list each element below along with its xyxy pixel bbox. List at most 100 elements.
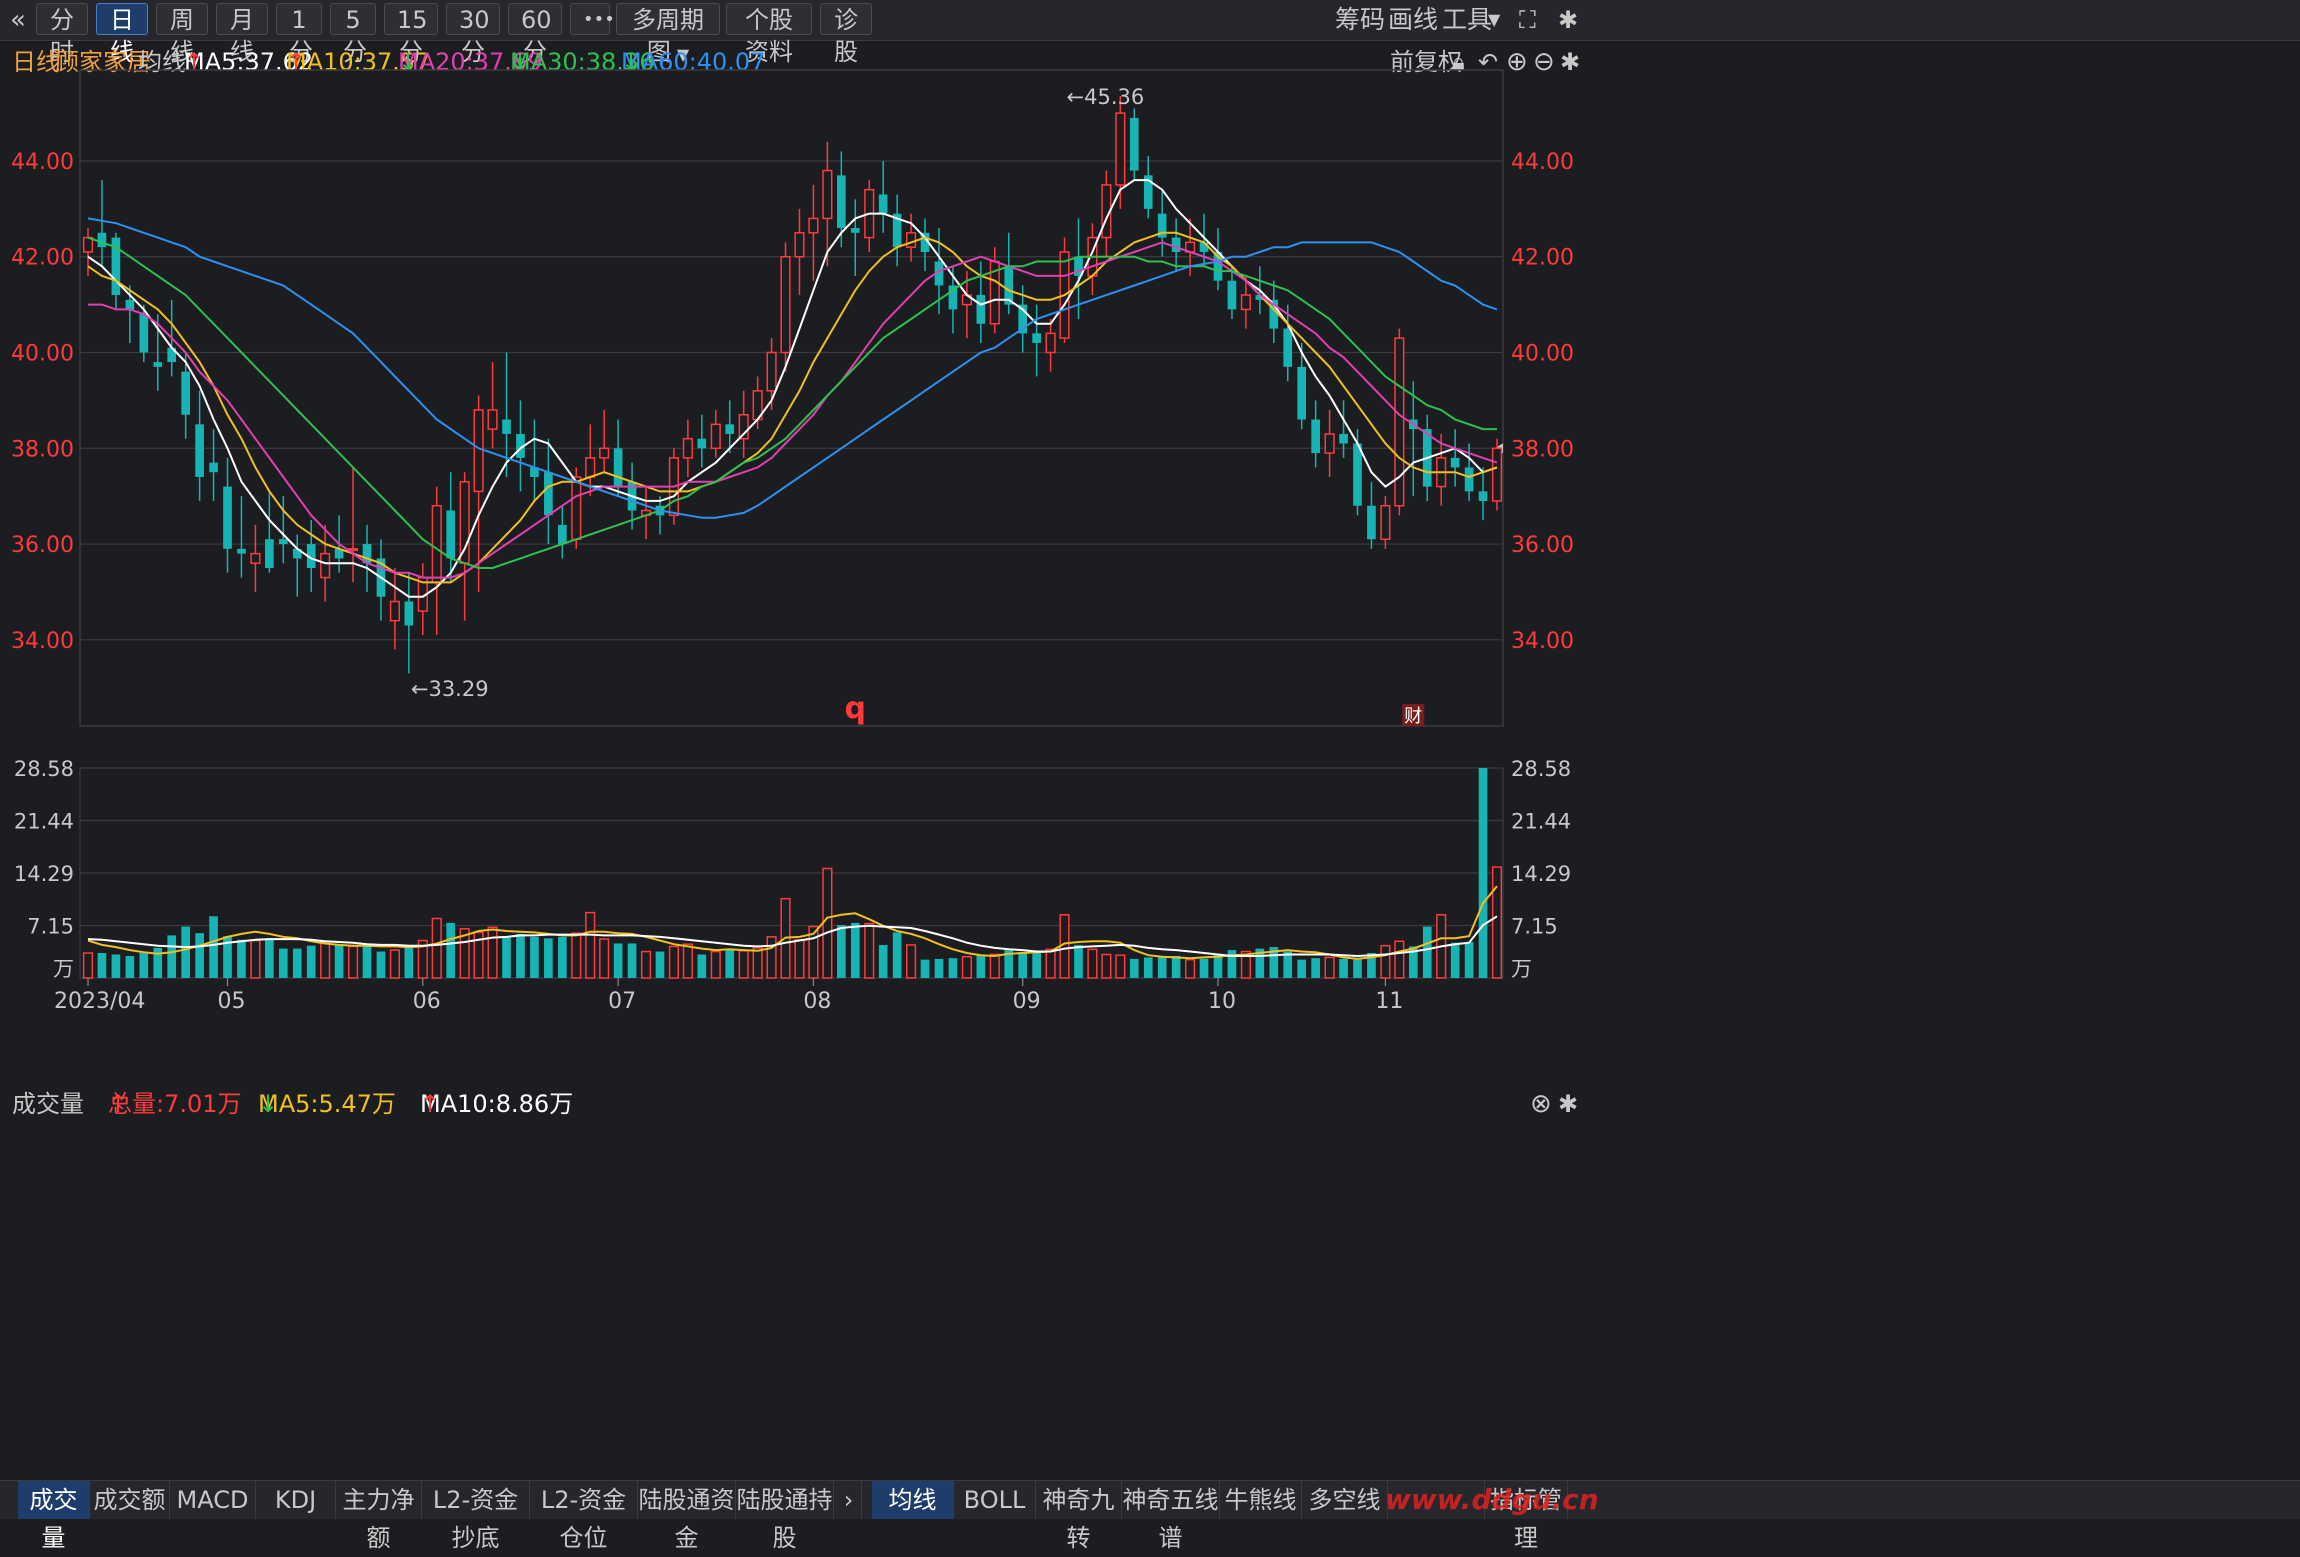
lock-icon[interactable]: 🔒︎: [1452, 48, 1465, 76]
candle-body-down: [167, 347, 177, 363]
chips-button[interactable]: 筹码: [1335, 5, 1386, 34]
period-tab-5min[interactable]: 5分: [330, 3, 376, 66]
period-tab-15min[interactable]: 15分: [384, 3, 438, 66]
volume-bar-up: [752, 947, 763, 979]
candle-body-up: [961, 294, 972, 306]
tab-ma[interactable]: 均线: [872, 1481, 954, 1519]
zoom-in-icon[interactable]: ⊕: [1506, 47, 1528, 77]
candle-body-down: [627, 481, 637, 511]
event-marker-q: q: [845, 691, 866, 726]
candle-body-down: [1367, 505, 1376, 540]
volume-bar-down: [209, 916, 218, 978]
volume-bar-down: [265, 938, 274, 978]
settings-icon[interactable]: ✱: [1558, 1090, 1579, 1118]
volume-bar-down: [1367, 953, 1376, 978]
volume-bar-up: [1394, 940, 1405, 979]
candle-body-down: [1353, 443, 1362, 506]
period-tab-intraday[interactable]: 分时: [36, 3, 88, 66]
tab-l2-bottom[interactable]: L2-资金抄底: [422, 1481, 530, 1552]
candle-body-down: [153, 362, 163, 367]
tab-turnover[interactable]: 成交额: [90, 1481, 170, 1519]
price-tick-label-left: 34.00: [11, 629, 74, 654]
tab-hk-holding[interactable]: 陆股通持股: [736, 1481, 834, 1552]
chevron-down-icon[interactable]: ▼: [1488, 10, 1501, 29]
volume-bar-down: [850, 922, 860, 978]
volume-bar-down: [544, 938, 553, 978]
chevron-right-icon[interactable]: ›: [836, 1481, 862, 1519]
candle-body-down: [1450, 457, 1460, 468]
volume-bar-up: [961, 955, 972, 979]
volume-bar-down: [878, 944, 888, 978]
volume-bar-up: [1115, 954, 1126, 979]
tab-l2-position[interactable]: L2-资金仓位: [530, 1481, 638, 1552]
candle-body-down: [195, 424, 204, 478]
volume-bar-down: [557, 936, 567, 978]
stock-info-button[interactable]: 个股资料: [726, 3, 812, 66]
volume-bar-up: [417, 939, 428, 979]
volume-bar-down: [111, 954, 121, 978]
tab-macd[interactable]: MACD: [170, 1481, 256, 1519]
volume-bar-down: [725, 949, 735, 978]
volume-bar-down: [502, 937, 511, 978]
more-periods-button[interactable]: •••: [570, 3, 615, 35]
candle-body-up: [640, 509, 652, 517]
fullscreen-icon[interactable]: ⛶: [1519, 6, 1536, 34]
volume-bar-up: [571, 932, 582, 979]
tab-hk-flow[interactable]: 陆股通资金: [638, 1481, 736, 1552]
period-tab-30min[interactable]: 30分: [446, 3, 500, 66]
candle-body-up: [738, 414, 749, 440]
draw-line-button[interactable]: 画线: [1388, 5, 1439, 34]
volume-bar-up: [459, 928, 470, 979]
volume-bar-down: [125, 955, 135, 978]
diagnose-button[interactable]: 诊股: [820, 3, 872, 66]
settings-icon[interactable]: ✱: [1558, 6, 1579, 34]
close-icon[interactable]: ⊗: [1530, 1089, 1552, 1119]
tools-button[interactable]: 工具: [1442, 5, 1493, 34]
candle-body-down: [237, 548, 246, 554]
candle-body-down: [223, 486, 232, 549]
period-tab-weekly[interactable]: 周线: [156, 3, 208, 66]
annotations: ←45.36 ←33.29 q 财: [411, 85, 1425, 727]
tab-boll[interactable]: BOLL: [954, 1481, 1036, 1519]
volume-label[interactable]: 成交量: [12, 1090, 84, 1118]
volume-bar-up: [389, 949, 400, 979]
price-volume-chart[interactable]: 34.00 36.00 38.00 40.00 42.00 44.00 34.00 36.0…: [0, 0, 2300, 1518]
tab-main-net[interactable]: 主力净额: [336, 1481, 422, 1552]
back-icon[interactable]: «: [10, 5, 26, 35]
tab-kdj[interactable]: KDJ: [256, 1481, 336, 1519]
candle-body-up: [459, 481, 470, 564]
volume-bar-up: [1101, 953, 1112, 979]
low-price-label: ←33.29: [411, 677, 489, 701]
settings-icon[interactable]: ✱: [1560, 48, 1581, 76]
period-tab-monthly[interactable]: 月线: [216, 3, 268, 66]
volume-bar-down: [195, 933, 204, 978]
candle-body-down: [878, 194, 888, 214]
tab-magic-five[interactable]: 神奇五线谱: [1122, 1481, 1220, 1552]
candle-body-up: [752, 390, 763, 421]
multi-period-dropdown[interactable]: 多周期图 ▼: [616, 3, 720, 66]
undo-icon[interactable]: ↶: [1478, 48, 1499, 76]
volume-tick-label-left: 21.44: [14, 809, 74, 833]
x-tick-label: 2023/04: [54, 989, 145, 1014]
candle-body-up: [780, 255, 791, 354]
tab-volume[interactable]: 成交量: [18, 1481, 90, 1552]
current-price-marker: [1495, 443, 1503, 454]
tab-bull-bear[interactable]: 牛熊线: [1220, 1481, 1302, 1519]
period-tab-1min[interactable]: 1分: [276, 3, 322, 66]
volume-bar-up: [1240, 950, 1251, 979]
tab-long-short[interactable]: 多空线: [1302, 1481, 1388, 1519]
zoom-out-icon[interactable]: ⊖: [1533, 47, 1555, 77]
x-tick-label: 07: [608, 989, 636, 1014]
candle-body-down: [446, 510, 456, 559]
ma-label[interactable]: 均线: [138, 48, 186, 76]
tab-magic-nine[interactable]: 神奇九转: [1036, 1481, 1122, 1552]
volume-bar-up: [808, 925, 819, 979]
volume-bar-down: [530, 936, 539, 978]
period-tab-60min[interactable]: 60分: [508, 3, 562, 66]
volume-tick-label-left: 28.58: [14, 757, 74, 781]
candle-body-down: [502, 419, 511, 434]
candle-body-down: [1032, 333, 1041, 343]
candle-body-down: [209, 462, 218, 473]
period-tab-daily[interactable]: 日线: [96, 3, 148, 66]
ma30-line: [87, 236, 1497, 569]
